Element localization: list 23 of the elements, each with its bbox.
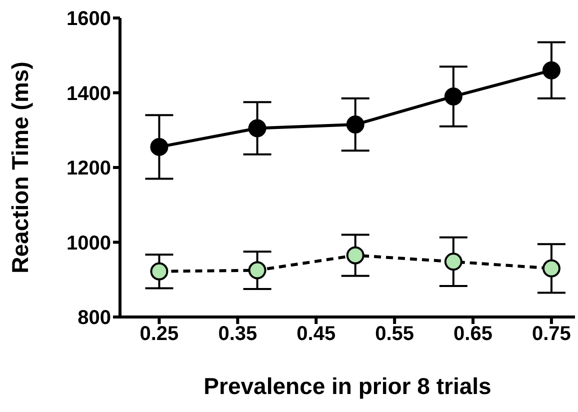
point	[444, 252, 462, 271]
point	[346, 116, 364, 134]
point	[248, 119, 266, 138]
x-tick-label: 0.65	[454, 323, 492, 346]
x-tick-label: 0.75	[532, 323, 571, 346]
point	[248, 261, 266, 280]
x-tick-label: 0.55	[375, 323, 414, 346]
y-tick-label: 1200	[66, 158, 111, 180]
y-tick-label: 1400	[66, 82, 111, 105]
point	[542, 259, 560, 278]
y-tick-label: 1000	[66, 232, 111, 254]
point	[150, 138, 168, 156]
x-axis-title: Prevalence in prior 8 trials	[204, 373, 492, 399]
y-tick-label: 800	[78, 307, 111, 330]
point	[346, 246, 364, 264]
point	[542, 61, 560, 80]
y-tick-label: 1600	[66, 8, 111, 30]
point	[444, 87, 462, 106]
x-tick-label: 0.35	[218, 323, 258, 346]
point	[150, 262, 168, 280]
x-tick-label: 0.25	[140, 323, 179, 346]
x-tick-label: 0.45	[296, 323, 336, 346]
y-axis-title: Reaction Time (ms)	[7, 62, 34, 274]
